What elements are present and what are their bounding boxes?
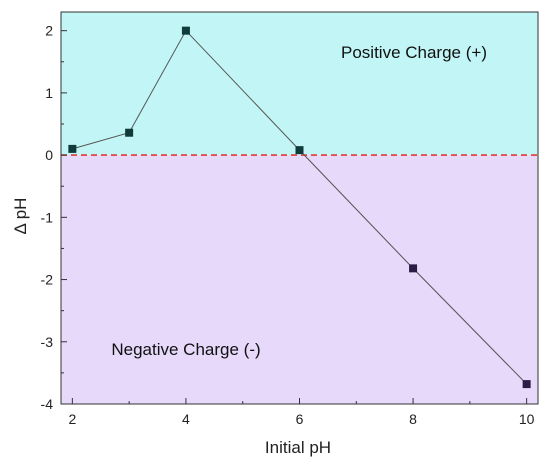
y-tick-label: -2 bbox=[41, 272, 54, 288]
data-point bbox=[68, 144, 77, 153]
negative-region bbox=[61, 155, 538, 404]
x-tick-label: 2 bbox=[68, 411, 76, 427]
x-tick-label: 4 bbox=[182, 411, 190, 427]
y-tick-label: 1 bbox=[45, 85, 53, 101]
positive-region bbox=[61, 12, 538, 156]
y-tick-label: 2 bbox=[45, 23, 53, 39]
y-tick-label: -4 bbox=[41, 396, 54, 412]
x-tick-label: 10 bbox=[519, 411, 535, 427]
series-layer bbox=[68, 26, 531, 389]
x-axis-ticks: 2 4 6 8 10 bbox=[68, 398, 535, 427]
data-point bbox=[409, 264, 418, 273]
series-line bbox=[72, 29, 527, 385]
x-tick-label: 6 bbox=[296, 411, 304, 427]
y-tick-label: -1 bbox=[41, 209, 54, 225]
y-tick-label: 0 bbox=[45, 147, 53, 163]
plot-background bbox=[61, 12, 538, 404]
data-point bbox=[522, 380, 531, 389]
data-point bbox=[125, 128, 134, 137]
x-tick-label: 8 bbox=[409, 411, 417, 427]
data-point bbox=[295, 146, 304, 155]
x-axis-title: Initial pH bbox=[265, 438, 331, 457]
y-axis-ticks: 2 1 0 -1 -2 -3 -4 bbox=[41, 23, 67, 412]
y-axis-title: Δ pH bbox=[11, 198, 30, 235]
data-point bbox=[181, 26, 190, 35]
y-tick-label: -3 bbox=[41, 334, 54, 350]
positive-region-label: Positive Charge (+) bbox=[341, 43, 487, 62]
negative-region-label: Negative Charge (-) bbox=[111, 340, 260, 359]
